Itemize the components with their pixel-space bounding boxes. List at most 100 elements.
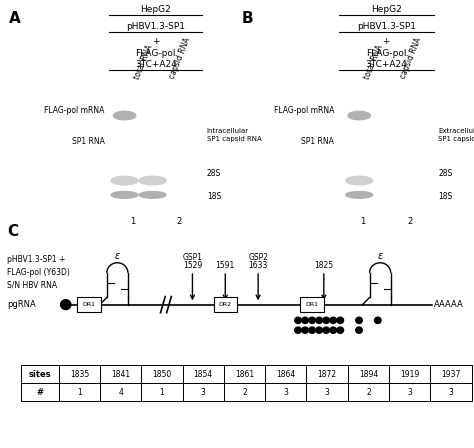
Circle shape — [316, 327, 322, 333]
Circle shape — [330, 317, 337, 323]
Text: 1529: 1529 — [183, 261, 202, 270]
Text: C: C — [7, 224, 18, 239]
FancyBboxPatch shape — [100, 383, 141, 401]
Circle shape — [356, 317, 362, 323]
Text: SP1 RNA: SP1 RNA — [301, 137, 334, 146]
Text: SP1 RNA: SP1 RNA — [72, 137, 105, 146]
FancyBboxPatch shape — [77, 297, 101, 312]
Circle shape — [323, 327, 329, 333]
Text: total RNA: total RNA — [363, 43, 385, 80]
Ellipse shape — [375, 134, 400, 147]
Text: 1: 1 — [130, 217, 135, 226]
Text: 3TC+A24: 3TC+A24 — [135, 60, 177, 69]
FancyBboxPatch shape — [59, 383, 100, 401]
Circle shape — [309, 317, 315, 323]
Circle shape — [374, 317, 381, 323]
FancyBboxPatch shape — [301, 297, 324, 312]
FancyBboxPatch shape — [224, 383, 265, 401]
Text: total RNA: total RNA — [132, 43, 155, 80]
Text: 18S: 18S — [438, 192, 453, 201]
FancyBboxPatch shape — [348, 365, 389, 383]
Circle shape — [302, 317, 309, 323]
Circle shape — [309, 327, 315, 333]
Text: FLAG-pol: FLAG-pol — [136, 49, 176, 58]
Text: 4: 4 — [118, 388, 123, 396]
Text: FLAG-pol mRNA: FLAG-pol mRNA — [274, 106, 334, 115]
Text: 1864: 1864 — [276, 370, 295, 379]
Text: 1919: 1919 — [400, 370, 419, 379]
Circle shape — [323, 317, 329, 323]
Text: 1: 1 — [360, 217, 365, 226]
FancyBboxPatch shape — [21, 365, 59, 383]
Text: 28S: 28S — [438, 169, 453, 178]
FancyBboxPatch shape — [348, 383, 389, 401]
Ellipse shape — [346, 177, 373, 185]
Text: 1937: 1937 — [441, 370, 461, 379]
FancyBboxPatch shape — [224, 365, 265, 383]
Text: 3: 3 — [283, 388, 288, 396]
Text: 18S: 18S — [207, 192, 221, 201]
Text: Extracellular
SP1 capsid RNA: Extracellular SP1 capsid RNA — [438, 128, 474, 142]
Text: 1633: 1633 — [248, 261, 268, 270]
Text: DR2: DR2 — [219, 302, 232, 307]
Ellipse shape — [113, 112, 136, 120]
Text: 1825: 1825 — [314, 261, 333, 270]
Text: 1872: 1872 — [318, 370, 337, 379]
Circle shape — [330, 327, 337, 333]
Text: 3: 3 — [325, 388, 329, 396]
FancyBboxPatch shape — [307, 383, 348, 401]
Text: 2: 2 — [407, 217, 413, 226]
Text: FLAG-pol: FLAG-pol — [366, 49, 407, 58]
FancyBboxPatch shape — [182, 365, 224, 383]
Text: capsid RNA: capsid RNA — [398, 36, 423, 80]
Text: 28S: 28S — [207, 169, 221, 178]
Circle shape — [302, 327, 309, 333]
FancyBboxPatch shape — [307, 365, 348, 383]
Ellipse shape — [111, 192, 138, 198]
Text: AAAAA: AAAAA — [434, 300, 464, 309]
Ellipse shape — [141, 134, 165, 147]
Circle shape — [337, 317, 344, 323]
Circle shape — [61, 300, 71, 310]
Text: DR1: DR1 — [82, 302, 96, 307]
Ellipse shape — [112, 134, 137, 147]
FancyBboxPatch shape — [389, 383, 430, 401]
Text: HepG2: HepG2 — [140, 5, 171, 14]
FancyBboxPatch shape — [265, 365, 307, 383]
Text: 1591: 1591 — [216, 261, 235, 270]
Circle shape — [337, 327, 344, 333]
FancyBboxPatch shape — [265, 383, 307, 401]
Ellipse shape — [139, 192, 166, 198]
Ellipse shape — [348, 112, 370, 120]
Text: ε: ε — [115, 250, 120, 260]
FancyBboxPatch shape — [430, 383, 472, 401]
Text: DR1: DR1 — [306, 302, 319, 307]
Text: FLAG-pol mRNA: FLAG-pol mRNA — [44, 106, 105, 115]
FancyBboxPatch shape — [182, 383, 224, 401]
Text: HepG2: HepG2 — [371, 5, 401, 14]
Text: 1841: 1841 — [111, 370, 130, 379]
Text: +: + — [383, 37, 390, 46]
FancyBboxPatch shape — [100, 365, 141, 383]
Text: GSP2: GSP2 — [248, 253, 268, 262]
Text: 3: 3 — [407, 388, 412, 396]
Ellipse shape — [111, 177, 138, 185]
Ellipse shape — [346, 192, 373, 198]
Circle shape — [316, 317, 322, 323]
FancyBboxPatch shape — [21, 383, 59, 401]
Text: 2: 2 — [242, 388, 247, 396]
Text: +: + — [152, 37, 159, 46]
Text: pgRNA: pgRNA — [7, 300, 36, 309]
Circle shape — [295, 317, 301, 323]
Text: ε: ε — [377, 250, 383, 260]
FancyBboxPatch shape — [389, 365, 430, 383]
Text: GSP1: GSP1 — [182, 253, 202, 262]
Text: 2: 2 — [176, 217, 182, 226]
Text: 1894: 1894 — [359, 370, 378, 379]
Text: pHBV1.3-SP1 +
FLAG-pol (Y63D)
S/N HBV RNA: pHBV1.3-SP1 + FLAG-pol (Y63D) S/N HBV RN… — [7, 255, 70, 289]
Text: 2: 2 — [366, 388, 371, 396]
Text: 1861: 1861 — [235, 370, 254, 379]
Text: sites: sites — [28, 370, 51, 379]
FancyBboxPatch shape — [430, 365, 472, 383]
Text: 1850: 1850 — [152, 370, 172, 379]
